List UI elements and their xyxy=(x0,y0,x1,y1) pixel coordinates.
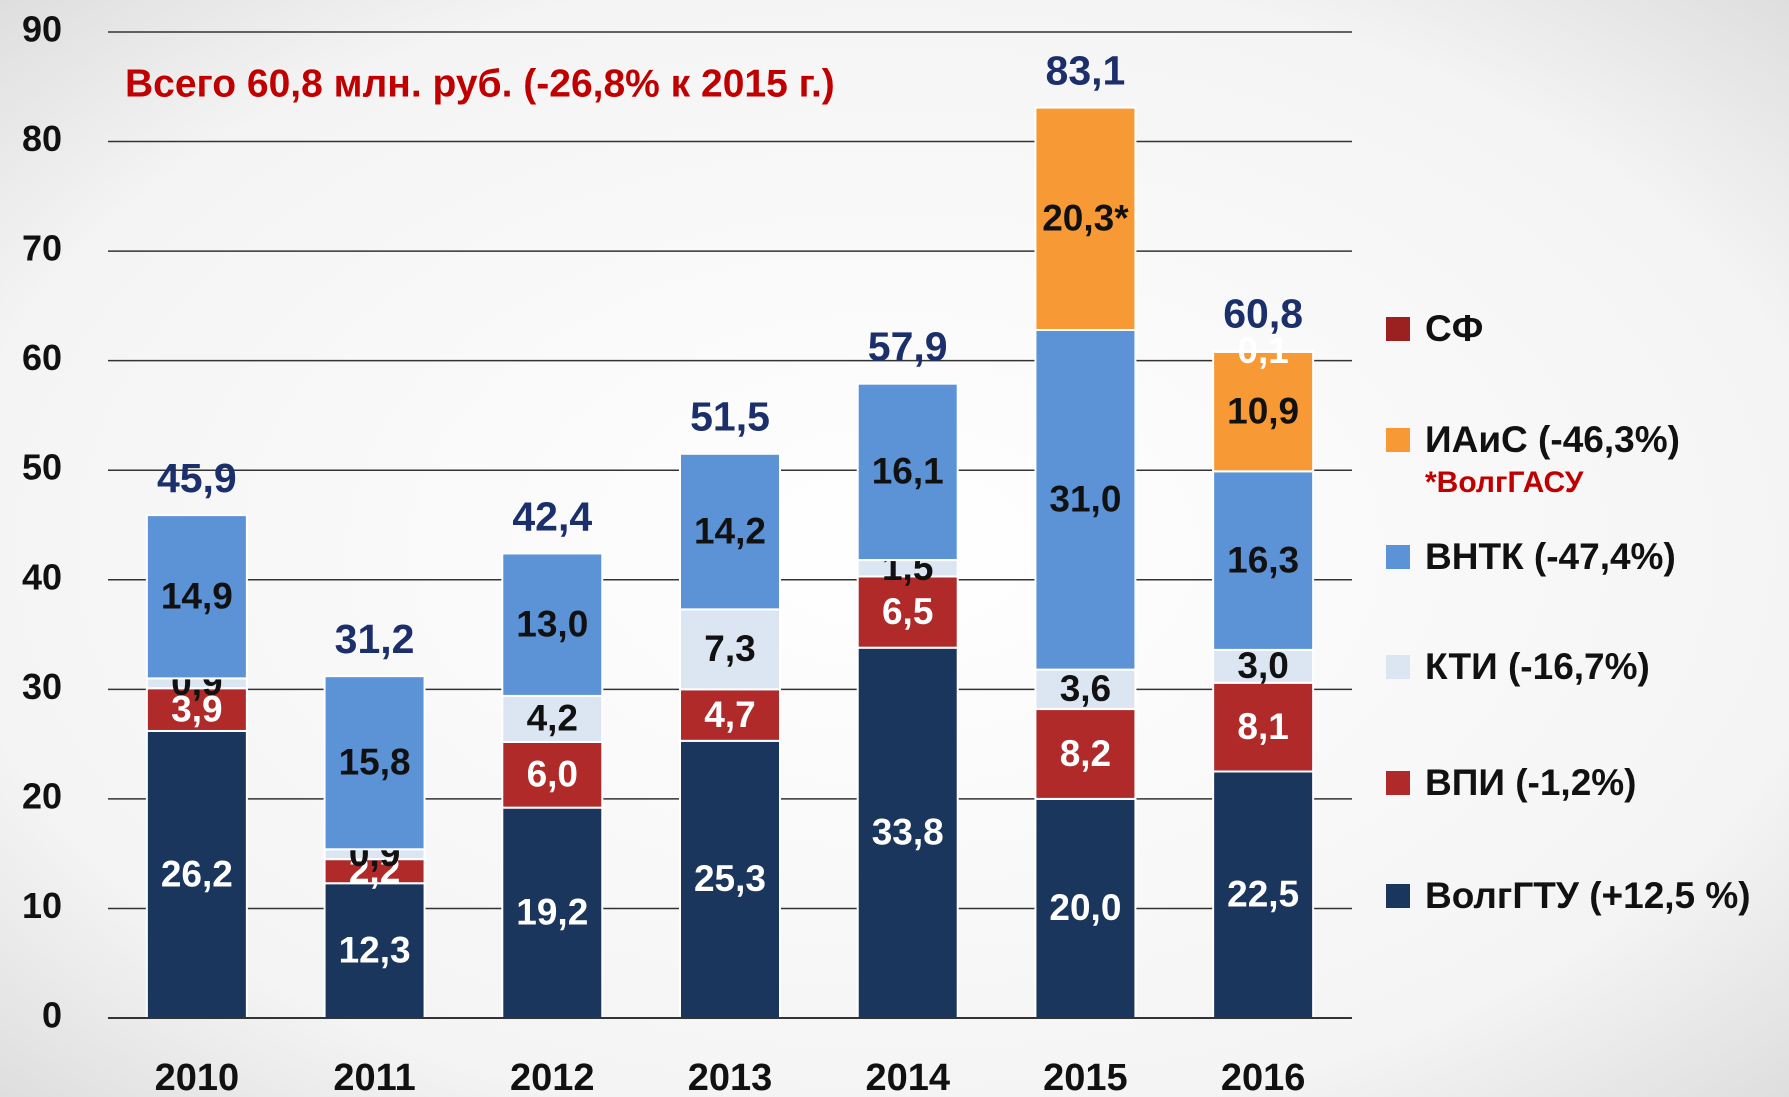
data-label: 33,8 xyxy=(872,812,944,853)
bar-segment xyxy=(145,514,248,680)
data-label: 3,6 xyxy=(1060,668,1111,709)
bar-segment xyxy=(1034,668,1137,711)
data-label: 8,2 xyxy=(1060,733,1111,774)
y-tick-label: 30 xyxy=(22,666,62,707)
total-label: 42,4 xyxy=(512,493,592,539)
data-label: 22,5 xyxy=(1227,874,1299,915)
bar-segment xyxy=(323,858,426,885)
data-label: 20,3* xyxy=(1042,198,1129,239)
data-label: 10,9 xyxy=(1227,390,1299,431)
bar-segment xyxy=(679,739,781,1020)
legend-swatch xyxy=(1386,317,1410,341)
y-tick-label: 10 xyxy=(22,885,62,926)
data-label: 20,0 xyxy=(1049,887,1121,928)
x-tick-label: 2015 xyxy=(1043,1057,1128,1097)
data-label: 26,2 xyxy=(161,853,233,894)
y-tick-label: 50 xyxy=(22,447,62,488)
legend-label: КТИ (-16,7%) xyxy=(1425,646,1650,687)
x-tick-label: 2013 xyxy=(688,1057,773,1097)
y-tick-label: 70 xyxy=(22,228,62,269)
total-label: 31,2 xyxy=(335,616,415,662)
data-label: 0,1 xyxy=(1237,330,1288,371)
bar-segment xyxy=(856,646,959,1019)
bar-segment xyxy=(501,694,604,743)
data-label: 7,3 xyxy=(704,628,755,669)
bar-segment xyxy=(501,740,604,809)
data-label: 16,3 xyxy=(1227,539,1299,580)
data-label: 3,9 xyxy=(171,688,222,729)
bar-segment xyxy=(856,382,959,562)
bar-segment xyxy=(1034,106,1137,331)
bar-segment xyxy=(501,806,604,1019)
data-label: 25,3 xyxy=(694,858,766,899)
x-tick-label: 2011 xyxy=(333,1057,415,1097)
data-label: 12,3 xyxy=(339,929,411,970)
annotation: Всего 60,8 млн. руб. (-26,8% к 2015 г.) xyxy=(125,62,835,105)
bar-segment xyxy=(679,452,781,611)
legend-label: ВПИ (-1,2%) xyxy=(1425,762,1637,803)
bar-segment xyxy=(1034,797,1137,1020)
y-tick-label: 0 xyxy=(42,995,62,1036)
legend-label: ИАиС (-46,3%) xyxy=(1425,419,1680,460)
legend-label: СФ xyxy=(1425,308,1483,349)
total-label: 51,5 xyxy=(690,394,770,440)
data-label: 31,0 xyxy=(1049,479,1121,520)
total-label: 57,9 xyxy=(868,324,948,370)
legend-swatch xyxy=(1386,771,1410,795)
total-label: 60,8 xyxy=(1223,291,1303,337)
legend-swatch xyxy=(1386,545,1410,569)
total-label: 83,1 xyxy=(1046,47,1126,93)
data-label: 19,2 xyxy=(516,892,588,933)
bar-segment xyxy=(1034,708,1137,800)
bar-segment xyxy=(1212,470,1315,651)
data-label: 15,8 xyxy=(339,742,411,783)
data-label: 14,9 xyxy=(161,576,233,617)
data-label: 6,0 xyxy=(527,754,578,795)
x-tick-label: 2014 xyxy=(865,1057,950,1097)
y-tick-label: 60 xyxy=(22,337,62,378)
total-label: 45,9 xyxy=(157,455,237,501)
data-label: 13,0 xyxy=(516,603,588,644)
data-label: 8,1 xyxy=(1237,706,1288,747)
data-label: 4,2 xyxy=(527,698,578,739)
bar-segment xyxy=(1212,349,1315,353)
bar-segment xyxy=(856,575,959,649)
data-label: 4,7 xyxy=(704,694,755,735)
bar-segment xyxy=(1034,328,1137,671)
bar-segment xyxy=(1212,350,1315,473)
x-tick-label: 2010 xyxy=(155,1057,240,1097)
y-tick-label: 80 xyxy=(22,118,62,159)
data-label: 6,5 xyxy=(882,591,933,632)
legend-swatch xyxy=(1386,655,1410,679)
y-tick-label: 20 xyxy=(22,775,62,816)
legend-label: ВолгГТУ (+12,5 %) xyxy=(1425,875,1751,916)
y-tick-label: 40 xyxy=(22,556,62,597)
bar-segment xyxy=(323,675,426,851)
bar-segment xyxy=(679,688,781,742)
legend-label: ВНТК (-47,4%) xyxy=(1425,536,1676,577)
data-label: 14,2 xyxy=(694,510,766,551)
bar-segment xyxy=(145,729,248,1019)
data-label: 16,1 xyxy=(872,451,944,492)
legend-swatch xyxy=(1386,884,1410,908)
legend-swatch xyxy=(1386,428,1410,452)
y-tick-label: 90 xyxy=(22,9,62,50)
data-label: 3,0 xyxy=(1237,645,1288,686)
note: *ВолгГАСУ xyxy=(1425,466,1584,499)
bar-segment xyxy=(501,552,604,697)
bar-segment xyxy=(145,687,248,732)
x-tick-label: 2012 xyxy=(510,1057,595,1097)
x-tick-label: 2016 xyxy=(1221,1057,1306,1097)
